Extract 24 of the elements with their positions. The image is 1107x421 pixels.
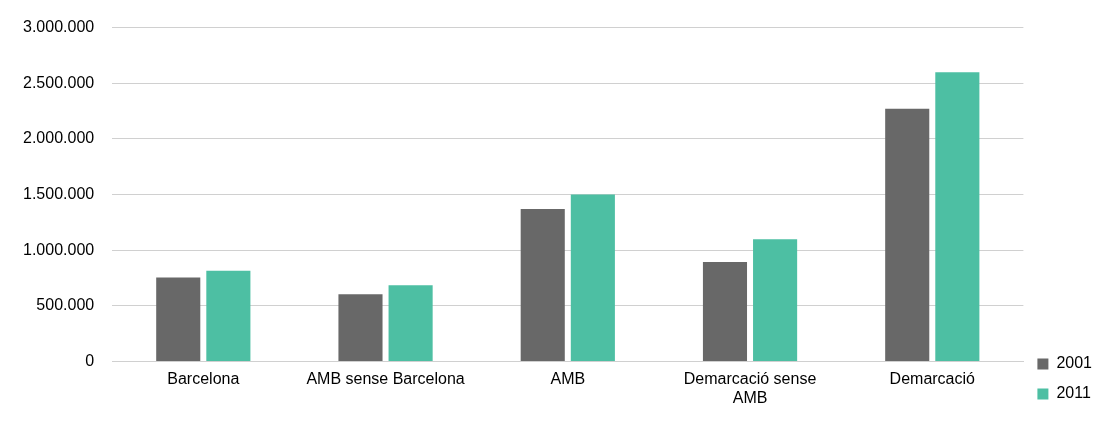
bar — [206, 270, 251, 362]
bar — [753, 239, 798, 362]
legend-label: 2011 — [1056, 384, 1091, 402]
bar — [570, 194, 615, 362]
bar — [702, 261, 748, 362]
x-tick-label: AMB — [550, 369, 586, 387]
x-tick-label: Demarcació sense AMB — [683, 369, 817, 406]
x-tick-label: Barcelona — [167, 369, 240, 387]
bar — [338, 294, 383, 362]
bar — [935, 72, 980, 362]
y-tick-label: 0 — [85, 352, 95, 370]
x-tick-label: Demarcació — [889, 369, 976, 387]
y-tick-label: 2.000.000 — [22, 129, 95, 147]
y-tick-label: 500.000 — [36, 296, 95, 314]
y-tick-label: 2.500.000 — [22, 73, 95, 91]
bar — [885, 108, 930, 362]
y-tick-label: 3.000.000 — [22, 18, 95, 36]
y-tick-label: 1.000.000 — [22, 240, 95, 258]
x-tick-label: AMB sense Barcelona — [306, 369, 465, 387]
bar — [156, 277, 201, 362]
bar — [520, 209, 565, 362]
bar — [388, 285, 433, 362]
legend-label: 2001 — [1056, 354, 1093, 372]
y-tick-label: 1.500.000 — [22, 185, 95, 203]
